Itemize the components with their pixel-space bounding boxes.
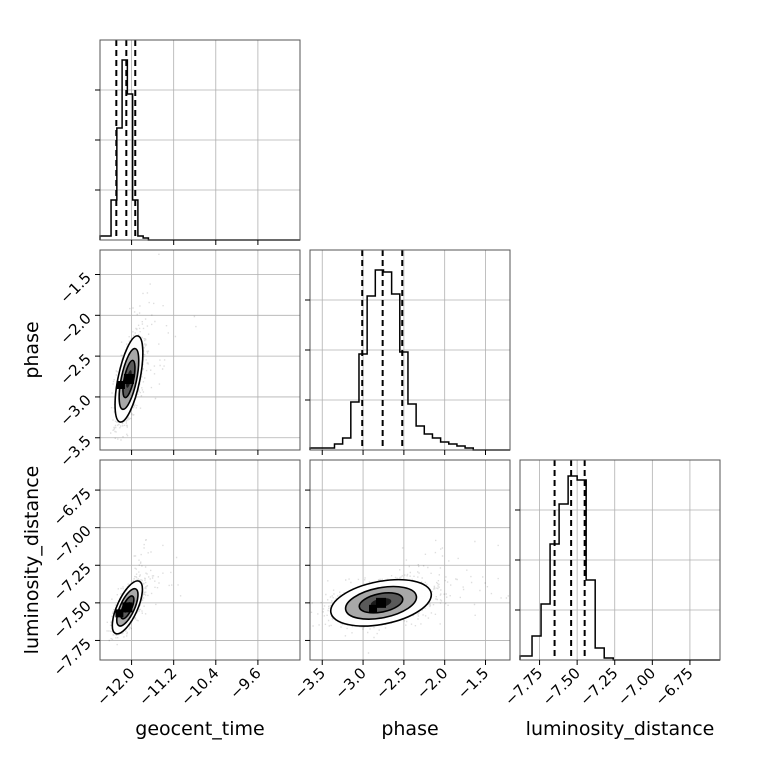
density-peak	[116, 380, 125, 389]
histogram-phase	[309, 269, 510, 451]
scatter-phase-luminosity_distance	[310, 539, 509, 654]
y-tick-label: −2.0	[56, 309, 94, 347]
density-peak	[123, 373, 134, 384]
y-tick-label: −1.5	[56, 269, 94, 307]
y-tick-label: −7.25	[50, 559, 95, 604]
density-peak	[369, 604, 378, 613]
y-tick-label: −6.75	[50, 484, 95, 529]
x-ticks-phase	[321, 450, 487, 455]
x-ticks-geocent_time	[131, 450, 259, 455]
marginal-y-ticks	[95, 89, 100, 191]
panel-frame	[309, 459, 511, 661]
x-tick-label: −7.50	[539, 664, 584, 709]
y-axis-label-luminosity_distance: luminosity_distance	[21, 466, 43, 655]
y-tick-label: −3.5	[56, 432, 94, 470]
x-tick-label: −3.5	[291, 664, 329, 702]
x-axis-label-luminosity_distance: luminosity_distance	[526, 718, 715, 740]
x-tick-label: −10.4	[177, 664, 222, 709]
panel-grid	[310, 460, 510, 660]
density-peak	[122, 602, 133, 613]
x-tick-label: −7.25	[576, 664, 621, 709]
x-tick-label: −7.75	[501, 664, 546, 709]
panel-grid	[100, 460, 300, 660]
panel-grid	[520, 460, 720, 660]
x-ticks-phase: −3.5 −3.0 −2.5 −2.0 −1.5	[291, 660, 492, 703]
x-tick-label: −12.0	[93, 664, 138, 709]
scatter-geocent_time-phase	[110, 253, 197, 441]
x-tick-label: −6.75	[652, 664, 697, 709]
x-ticks-luminosity_distance: −7.75−7.50−7.25−7.00−6.75	[501, 660, 697, 709]
x-tick-label: −7.00	[614, 664, 659, 709]
panel-grid	[310, 250, 510, 450]
y-axis-label-phase: phase	[21, 321, 43, 378]
y-tick-label: −3.0	[56, 391, 94, 429]
x-ticks-geocent_time	[131, 240, 259, 245]
y-ticks-phase: −3.5−3.0−2.5−2.0−1.5	[56, 269, 100, 470]
density-peak	[376, 597, 387, 608]
y-tick-label: −7.75	[50, 635, 95, 680]
scatter-geocent_time-luminosity_distance	[106, 539, 182, 646]
y-tick-label: −7.00	[50, 522, 95, 567]
y-ticks-luminosity_distance	[305, 489, 310, 641]
y-ticks-luminosity_distance: −7.75−7.50−7.25−7.00−6.75	[50, 484, 100, 680]
x-tick-label: −1.5	[454, 664, 492, 702]
x-tick-label: −11.2	[135, 664, 180, 709]
histogram-luminosity_distance	[519, 475, 720, 661]
marginal-y-ticks	[515, 509, 520, 611]
x-tick-label: −9.6	[226, 664, 264, 702]
x-axis-label-phase: phase	[381, 718, 438, 740]
y-tick-label: −7.50	[50, 597, 95, 642]
y-tick-label: −2.5	[56, 350, 94, 388]
histogram-geocent_time	[99, 59, 300, 241]
density-peak	[115, 609, 124, 618]
panel-frame	[99, 249, 301, 451]
x-tick-label: −3.0	[331, 664, 369, 702]
x-tick-label: −2.0	[413, 664, 451, 702]
marginal-y-ticks	[305, 299, 310, 401]
panel-grid	[100, 40, 300, 240]
x-tick-label: −2.5	[372, 664, 410, 702]
x-axis-label-geocent_time: geocent_time	[135, 718, 264, 740]
x-ticks-geocent_time: −12.0−11.2−10.4 −9.6	[93, 660, 265, 709]
panel-frame	[99, 459, 301, 661]
